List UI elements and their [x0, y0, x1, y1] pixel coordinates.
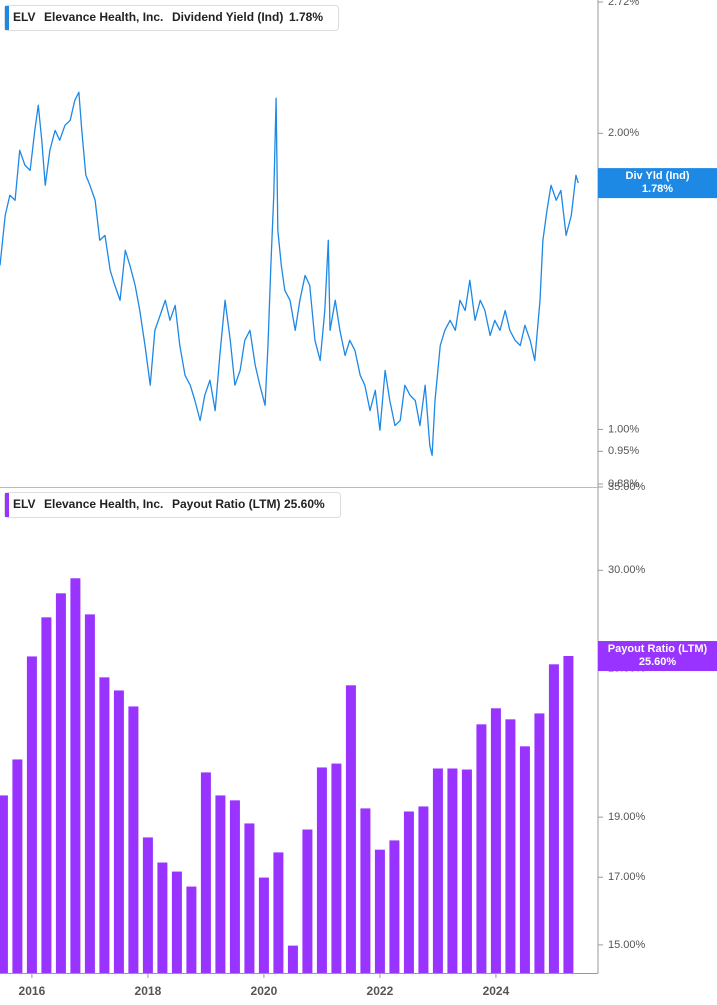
series-name: Dividend Yield (Ind) — [172, 10, 283, 24]
bar — [0, 795, 8, 973]
bar — [432, 768, 443, 973]
bar — [229, 800, 240, 973]
x-tick-label: 2018 — [135, 984, 162, 998]
bar — [331, 763, 342, 973]
bar — [12, 759, 23, 973]
ticker: ELV — [13, 10, 35, 24]
legend-swatch — [5, 6, 9, 30]
current-value: 25.60% — [284, 497, 325, 511]
bar — [99, 677, 110, 973]
bar — [84, 614, 95, 973]
bar — [316, 767, 327, 973]
ticker: ELV — [13, 497, 35, 511]
y-tick-label: 1.00% — [608, 423, 639, 435]
company: Elevance Health, Inc. — [44, 10, 163, 24]
y-tick-label: 15.00% — [608, 939, 646, 951]
bar — [244, 823, 255, 973]
badge-value: 1.78% — [642, 183, 673, 195]
bar — [461, 769, 472, 973]
series-line — [0, 91, 579, 457]
y-tick-label: 30.00% — [608, 564, 646, 576]
y-tick-label: 2.00% — [608, 127, 639, 139]
bar — [113, 690, 124, 973]
bar — [360, 808, 371, 973]
badge-name: Payout Ratio (LTM) — [608, 643, 708, 655]
y-tick-label: 19.00% — [608, 811, 646, 823]
bar — [26, 656, 37, 973]
bar — [128, 706, 139, 973]
bar — [302, 829, 313, 973]
bar — [418, 806, 429, 973]
company: Elevance Health, Inc. — [44, 497, 163, 511]
y-tick-label: 0.88% — [608, 478, 639, 490]
bar — [55, 593, 66, 973]
bar — [171, 871, 182, 973]
bar — [389, 840, 400, 973]
legend-swatch — [5, 493, 9, 517]
bar — [41, 617, 52, 973]
bar — [403, 811, 414, 973]
y-tick-label: 35.00% — [608, 481, 646, 493]
bar — [186, 886, 197, 973]
bar — [563, 656, 574, 973]
y-tick-label: 0.95% — [608, 445, 639, 457]
legend-chip — [4, 5, 339, 31]
badge-value: 25.60% — [639, 656, 677, 668]
current-value: 1.78% — [289, 10, 323, 24]
badge-name: Div Yld (Ind) — [626, 170, 690, 182]
value-badge — [598, 168, 717, 199]
bar — [447, 768, 458, 973]
bar — [374, 849, 385, 973]
bar — [70, 578, 81, 973]
bar — [200, 772, 211, 973]
bar — [490, 708, 501, 973]
x-tick-label: 2020 — [251, 984, 278, 998]
bar — [505, 719, 516, 973]
bar — [142, 837, 153, 973]
value-badge — [598, 641, 717, 672]
bar — [287, 945, 298, 973]
bar — [548, 664, 559, 973]
bar — [476, 724, 487, 973]
y-tick-label: 17.00% — [608, 871, 646, 883]
bar — [273, 852, 284, 973]
bar — [157, 862, 168, 973]
y-tick-label: 2.72% — [608, 0, 639, 8]
bar — [345, 685, 356, 973]
bar — [534, 713, 545, 973]
series-name: Payout Ratio (LTM) — [172, 497, 280, 511]
x-tick-label: 2024 — [483, 984, 510, 998]
x-tick-label: 2022 — [367, 984, 394, 998]
legend-chip — [4, 492, 341, 518]
bar — [258, 877, 269, 973]
bar — [519, 746, 530, 973]
bar — [215, 795, 226, 973]
x-tick-label: 2016 — [19, 984, 46, 998]
